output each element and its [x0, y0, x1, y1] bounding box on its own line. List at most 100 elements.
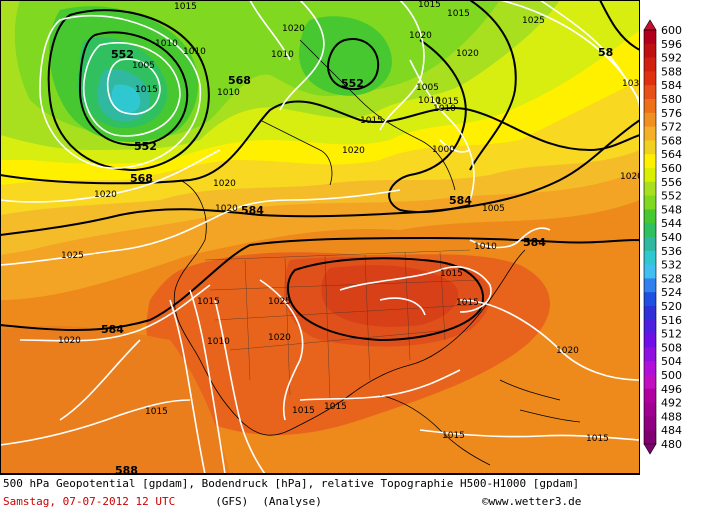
isobar-label: 1015	[440, 269, 463, 279]
legend-level-label: 528	[661, 272, 682, 285]
legend-swatch	[644, 140, 656, 155]
isobar-label: 1015	[586, 434, 609, 444]
isobar-label: 1015	[442, 431, 465, 441]
isohypse-label: 552	[341, 77, 364, 90]
legend-level-label: 584	[661, 79, 682, 92]
legend-level-label: 592	[661, 52, 682, 65]
isobar-label: 1005	[416, 83, 439, 93]
isobar-labels: 1015 1010 1010 1005 1015 1020 1010 1010 …	[58, 0, 640, 444]
isobar-label: 1000	[432, 145, 455, 155]
isobar-label: 1015	[324, 402, 347, 412]
isobar-label: 1020	[342, 146, 365, 156]
isobar-label: 1015	[447, 9, 470, 19]
weather-map: 552 552 552 568 568 58 584 584 584 584 5…	[0, 0, 640, 474]
legend-arrow-down	[643, 443, 657, 455]
isobar-label: 1010	[271, 50, 294, 60]
isohypse-label: 584	[101, 323, 124, 336]
legend-level-label: 488	[661, 410, 682, 423]
isobar-label: 1015	[145, 407, 168, 417]
isobar-label: 1010	[155, 39, 178, 49]
legend-level-label: 520	[661, 300, 682, 313]
legend-swatch	[644, 361, 656, 376]
legend-swatch	[644, 375, 656, 390]
model-name: (GFS)	[215, 495, 249, 508]
isobar-label: 1015	[135, 85, 158, 95]
legend-swatch	[644, 30, 656, 45]
isobar-label: 1020	[282, 24, 305, 34]
legend-swatch	[644, 112, 656, 128]
legend-swatch	[644, 85, 656, 100]
isobar-label: 1015	[360, 116, 383, 126]
legend-swatch	[644, 181, 656, 197]
isohypse-label: 584	[449, 194, 472, 207]
legend-level-label: 600	[661, 24, 682, 37]
legend-arrow-up	[643, 19, 657, 31]
isohypse-labels: 552 552 552 568 568 58 584 584 584 584 5…	[101, 46, 613, 474]
legend-level-label: 556	[661, 176, 682, 189]
legend-swatch	[644, 430, 656, 445]
legend-level-label: 552	[661, 190, 682, 203]
field-532	[111, 84, 141, 114]
isobar-label: 1010	[183, 47, 206, 57]
isobar-label: 1010	[418, 96, 441, 106]
source-credit: ©www.wetter3.de	[482, 495, 582, 508]
isohypse-label: 588	[115, 464, 138, 474]
legend-swatch	[644, 209, 656, 224]
legend-swatch	[644, 319, 656, 335]
isobar-label: 1025	[61, 251, 84, 261]
legend-level-label: 512	[661, 328, 682, 341]
map-border	[0, 0, 640, 474]
analysis-label: (Analyse)	[262, 495, 322, 508]
map-caption: 500 hPa Geopotential [gpdam], Bodendruck…	[0, 474, 640, 514]
legend-swatch	[644, 306, 656, 321]
legend-level-label: 572	[661, 121, 682, 134]
legend-swatch	[644, 402, 656, 417]
isobar-label: 1010	[207, 337, 230, 347]
legend-swatch	[644, 347, 656, 362]
isobar-label: 1015	[418, 0, 441, 10]
legend-swatch	[644, 57, 656, 72]
state-boundaries	[204, 249, 481, 401]
legend-level-label: 484	[661, 424, 682, 437]
legend-swatch	[644, 416, 656, 431]
legend-swatch	[644, 292, 656, 307]
isobar-label: 1020	[94, 190, 117, 200]
legend-level-label: 564	[661, 148, 682, 161]
isobar-label: 1015	[456, 298, 479, 308]
legend-level-label: 560	[661, 162, 682, 175]
legend-swatch	[644, 264, 656, 279]
legend-swatch	[644, 126, 656, 141]
legend-level-label: 568	[661, 134, 682, 147]
isobar-label: 1020	[620, 172, 640, 182]
legend-swatch	[644, 223, 656, 238]
isobar-label: 1020	[213, 179, 236, 189]
isobar-label: 1015	[436, 97, 459, 107]
legend-swatch	[644, 154, 656, 169]
legend-level-label: 524	[661, 286, 682, 299]
isohypse-label: 568	[228, 74, 251, 87]
isobar-label: 1010	[474, 242, 497, 252]
valid-date: Samstag, 07-07-2012 12 UTC	[3, 495, 176, 508]
isohypse-label: 58	[598, 46, 613, 59]
legend-swatch	[644, 250, 656, 266]
caption-variables: 500 hPa Geopotential [gpdam], Bodendruck…	[3, 477, 580, 490]
legend-swatch	[644, 333, 656, 348]
legend-level-label: 492	[661, 397, 682, 410]
legend-swatch	[644, 195, 656, 210]
legend-level-label: 576	[661, 107, 682, 120]
legend-swatch	[644, 99, 656, 114]
weather-map-canvas: 552 552 552 568 568 58 584 584 584 584 5…	[0, 0, 640, 474]
isobar-label: 1020	[556, 346, 579, 356]
isobar-label: 1025	[522, 16, 545, 26]
legend-level-label: 532	[661, 259, 682, 272]
isohypse-label: 584	[523, 236, 546, 249]
legend-border	[643, 29, 657, 445]
legend-level-label: 516	[661, 314, 682, 327]
legend-swatch	[644, 168, 656, 183]
geopotential-isolines	[0, 0, 640, 342]
isobar-label: 1020	[409, 31, 432, 41]
color-scale-bar: 6005965925885845805765725685645605565525…	[643, 19, 682, 455]
legend-swatch	[644, 388, 656, 404]
isobar-label: 1020	[456, 49, 479, 59]
isobar-label: 1015	[197, 297, 220, 307]
